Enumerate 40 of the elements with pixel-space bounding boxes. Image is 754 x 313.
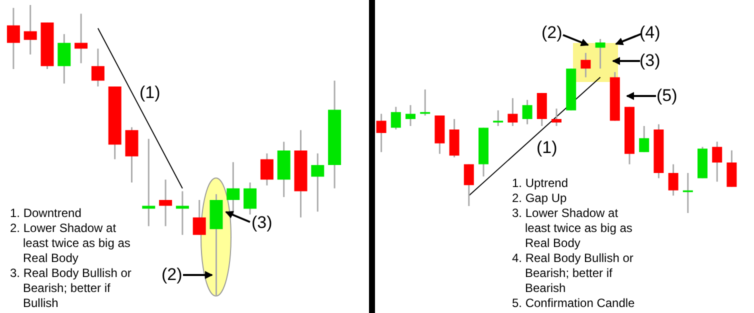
candlestick: [522, 99, 532, 126]
annotation: (3): [640, 51, 660, 71]
candlestick: [595, 39, 606, 70]
candlestick: [6, 7, 20, 70]
candlestick: [464, 164, 474, 207]
candlestick: [260, 152, 274, 186]
annotation: (4): [640, 23, 660, 43]
annotation: 3. Real Body Bullish or Bearish; better if Bullish: [10, 266, 132, 311]
candlestick: [58, 33, 71, 84]
annotation: (2): [542, 23, 562, 43]
candlestick: [311, 152, 324, 212]
candlestick: [406, 104, 416, 127]
annotation: 1. Downtrend: [10, 206, 82, 221]
candlestick: [159, 178, 172, 227]
annotation: (1): [536, 138, 558, 158]
candlestick: [639, 125, 650, 153]
annotation: 2. Lower Shadow at least twice as big as Real Body: [10, 221, 132, 266]
annotation: (2): [162, 265, 182, 285]
annotation: (3): [252, 213, 272, 233]
candlestick: [192, 199, 206, 236]
candlestick: [420, 88, 430, 116]
text: 4. Real Body Bullish or Bearish; better if Bearish: [512, 251, 634, 296]
candlestick: [74, 12, 88, 64]
candlestick: [24, 5, 37, 56]
annotation: (5): [656, 86, 678, 106]
annotation: (1): [140, 83, 160, 103]
candlestick: [244, 182, 257, 216]
text: 5. Confirmation Candle: [512, 296, 636, 311]
candlestick: [668, 164, 678, 196]
candlestick: [712, 140, 722, 182]
annotation: 1. Uptrend: [512, 176, 570, 191]
candlestick: [390, 106, 401, 130]
annotation: 3. Lower Shadow at least twice as big as Real Body: [512, 206, 634, 251]
candlestick: [91, 48, 104, 88]
candlestick: [508, 97, 518, 127]
candlestick: [580, 52, 591, 78]
candlestick: [552, 108, 562, 127]
candlestick: [376, 113, 386, 153]
candlestick: [226, 161, 240, 216]
annotation: 2. Gap Up: [512, 191, 568, 206]
